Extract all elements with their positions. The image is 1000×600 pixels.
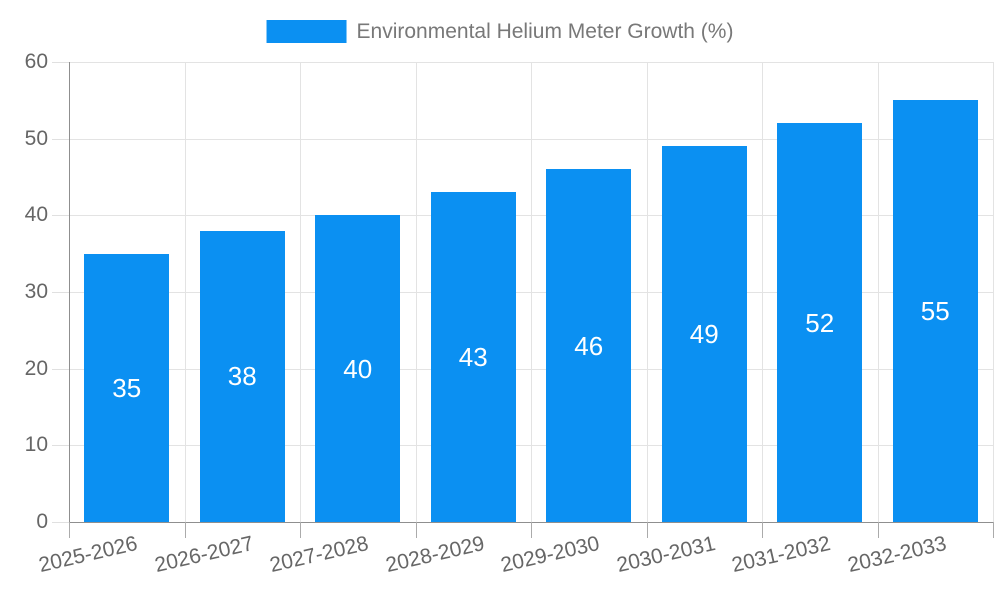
x-tick-label-2027-2028: 2027-2028 xyxy=(267,532,371,578)
x-tick-mark-1 xyxy=(184,522,186,538)
y-tick-mark-30 xyxy=(52,292,69,293)
plot-area: 35 38 40 43 46 49 52 55 xyxy=(69,62,994,522)
y-tick-label-30: 30 xyxy=(24,280,48,303)
gridline-x-2 xyxy=(300,62,301,522)
y-tick-label-40: 40 xyxy=(24,203,48,227)
gridline-x-4 xyxy=(531,62,532,522)
x-tick-label-2031-2032: 2031-2032 xyxy=(729,532,833,578)
x-tick-mark-3 xyxy=(415,522,417,538)
y-axis-line xyxy=(69,62,70,522)
x-tick-label-2025-2026: 2025-2026 xyxy=(36,532,140,578)
bar-value-label: 43 xyxy=(458,342,488,373)
x-tick-label-2030-2031: 2030-2031 xyxy=(614,532,718,578)
y-tick-label-60: 60 xyxy=(24,50,48,73)
bar-2026-2027[interactable]: 38 xyxy=(199,230,285,522)
x-tick-mark-7 xyxy=(877,522,879,538)
x-tick-mark-0 xyxy=(69,522,70,538)
bar-2027-2028[interactable]: 40 xyxy=(315,215,401,522)
bar-value-label: 49 xyxy=(689,319,719,350)
bar-value-label: 52 xyxy=(805,307,835,338)
y-tick-label-50: 50 xyxy=(24,126,48,150)
gridline-x-3 xyxy=(415,62,417,522)
bar-2032-2033[interactable]: 55 xyxy=(892,100,978,522)
gridline-x-6 xyxy=(762,62,763,522)
gridline-x-7 xyxy=(877,62,879,522)
legend-swatch xyxy=(266,20,347,43)
y-tick-label-10: 10 xyxy=(24,433,48,457)
bar-2029-2030[interactable]: 46 xyxy=(546,169,632,522)
bar-value-label: 40 xyxy=(343,353,373,384)
legend-label: Environmental Helium Meter Growth (%) xyxy=(356,20,734,43)
x-tick-mark-2 xyxy=(300,522,301,538)
x-tick-mark-4 xyxy=(531,522,532,538)
y-tick-mark-10 xyxy=(52,445,69,447)
y-tick-label-20: 20 xyxy=(24,356,48,380)
bar-2028-2029[interactable]: 43 xyxy=(430,192,516,522)
y-tick-mark-0 xyxy=(52,522,69,523)
x-tick-mark-6 xyxy=(762,522,763,538)
x-tick-label-2029-2030: 2029-2030 xyxy=(498,532,602,578)
gridline-x-1 xyxy=(184,62,186,522)
bar-2031-2032[interactable]: 52 xyxy=(777,123,863,522)
x-tick-mark-8 xyxy=(993,522,994,538)
bar-value-label: 38 xyxy=(227,361,257,392)
x-tick-mark-5 xyxy=(646,522,648,538)
y-tick-label-0: 0 xyxy=(36,510,48,533)
y-tick-mark-50 xyxy=(52,138,69,140)
x-tick-label-2026-2027: 2026-2027 xyxy=(152,532,256,578)
bar-value-label: 46 xyxy=(574,330,604,361)
y-tick-mark-60 xyxy=(52,62,69,63)
y-tick-mark-20 xyxy=(52,368,69,370)
bar-2030-2031[interactable]: 49 xyxy=(661,146,747,522)
bar-2025-2026[interactable]: 35 xyxy=(84,253,170,522)
bar-value-label: 55 xyxy=(920,296,950,327)
y-tick-mark-40 xyxy=(52,215,69,217)
gridline-x-5 xyxy=(646,62,648,522)
x-tick-label-2032-2033: 2032-2033 xyxy=(845,532,949,578)
x-tick-label-2028-2029: 2028-2029 xyxy=(383,532,487,578)
gridline-x-8 xyxy=(993,62,994,522)
legend[interactable]: Environmental Helium Meter Growth (%) xyxy=(266,20,734,43)
bar-value-label: 35 xyxy=(112,372,142,403)
